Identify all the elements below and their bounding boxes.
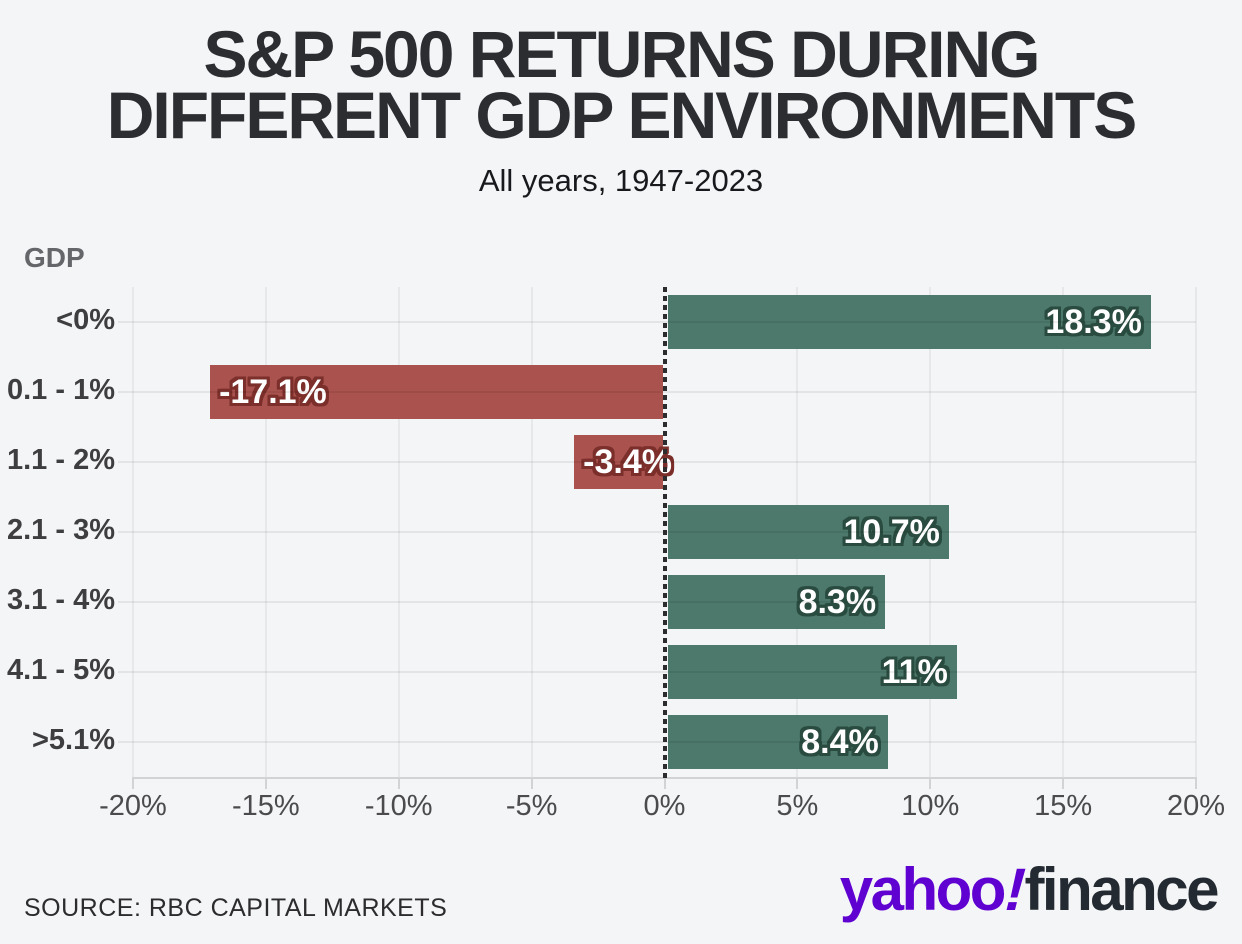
page-title-line1: S&P 500 RETURNS DURING — [203, 17, 1041, 91]
x-axis-tick-label: 0% — [643, 790, 686, 822]
gridline-vertical — [397, 287, 400, 777]
x-axis-tick — [397, 777, 400, 789]
category-label: 2.1 - 3% — [7, 514, 115, 546]
bar-value-label: 11% — [881, 653, 948, 691]
category-label: 0.1 - 1% — [7, 374, 115, 406]
zero-baseline — [662, 287, 667, 779]
category-label: 3.1 - 4% — [7, 584, 115, 616]
logo-yahoo-text: yahoo — [839, 856, 1007, 923]
category-label: 4.1 - 5% — [7, 654, 115, 686]
x-axis-tick-label: -20% — [99, 790, 167, 822]
category-label: <0% — [56, 304, 115, 336]
x-axis-tick — [663, 777, 666, 789]
bar: 11% — [667, 645, 957, 699]
category-label: >5.1% — [31, 724, 115, 756]
x-axis-tick — [530, 777, 533, 789]
gridline-horizontal — [118, 741, 1196, 743]
x-axis-tick — [132, 777, 134, 789]
bar: 18.3% — [667, 295, 1151, 349]
x-axis-tick — [264, 777, 267, 789]
bar: 8.3% — [667, 575, 886, 629]
gridline-vertical — [132, 287, 134, 777]
bar: -17.1% — [210, 365, 664, 419]
bar-value-label: -17.1% — [219, 373, 327, 411]
gridline-vertical — [264, 287, 267, 777]
category-label: 1.1 - 2% — [7, 444, 115, 476]
bar-value-label: 10.7% — [843, 513, 940, 551]
gridline-vertical — [1195, 287, 1197, 777]
x-axis-tick — [1062, 777, 1065, 789]
logo-finance-text: finance — [1024, 856, 1219, 923]
y-axis-title: GDP — [24, 242, 85, 273]
x-axis-tick-label: 10% — [901, 790, 960, 822]
bar-value-label: -3.4% — [583, 443, 672, 481]
x-axis-tick-label: 20% — [1166, 790, 1226, 822]
x-axis-tick-label: 15% — [1034, 790, 1093, 822]
gridline-horizontal — [118, 461, 1196, 463]
gridline-vertical — [530, 287, 533, 777]
x-axis-tick — [1195, 777, 1197, 789]
bar: 10.7% — [667, 505, 949, 559]
gridline-horizontal — [118, 531, 1196, 533]
bar-value-label: 8.4% — [801, 723, 879, 761]
source-credit: SOURCE: RBC CAPITAL MARKETS — [24, 894, 448, 922]
bar: -3.4% — [574, 435, 672, 489]
page-title-line2: DIFFERENT GDP ENVIRONMENTS — [106, 78, 1138, 152]
x-axis-tick-label: -10% — [364, 790, 433, 822]
x-axis-tick — [929, 777, 932, 789]
bar: 8.4% — [667, 715, 888, 769]
subtitle: All years, 1947-2023 — [478, 163, 764, 198]
yahoo-finance-logo: yahoo!finance — [839, 855, 1220, 924]
page-title: S&P 500 RETURNS DURING DIFFERENT GDP ENVI… — [0, 21, 1242, 148]
bar-value-label: 8.3% — [798, 583, 877, 621]
gridline-vertical — [1062, 287, 1065, 777]
x-axis-tick-label: -15% — [232, 790, 300, 822]
gridline-horizontal — [118, 391, 1196, 393]
bar-value-label: 18.3% — [1045, 303, 1142, 341]
x-axis-tick-label: -5% — [505, 790, 558, 822]
x-axis-tick — [796, 777, 799, 789]
x-axis-tick-label: 5% — [776, 790, 819, 822]
gridline-horizontal — [118, 601, 1196, 603]
gridline-horizontal — [118, 321, 1196, 323]
gridline-horizontal — [118, 671, 1196, 673]
